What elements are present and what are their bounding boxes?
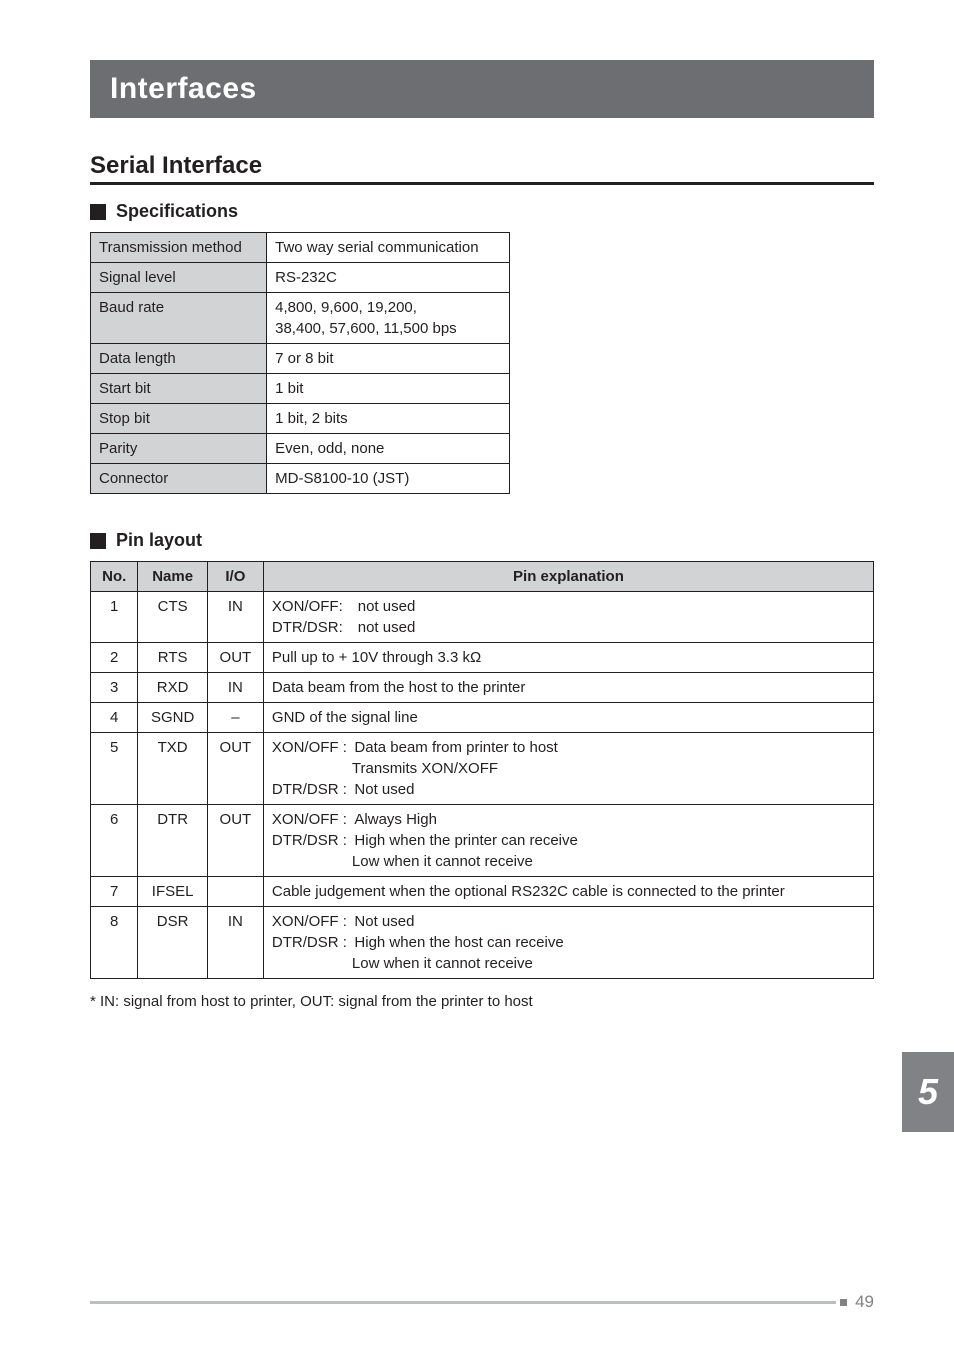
pin-explanation: Data beam from the host to the printer (263, 673, 873, 703)
table-row: ConnectorMD-S8100-10 (JST) (91, 464, 510, 494)
table-row: 6DTROUTXON/OFF : Always HighDTR/DSR : Hi… (91, 805, 874, 877)
spec-value: 7 or 8 bit (267, 344, 510, 374)
pin-explanation: GND of the signal line (263, 703, 873, 733)
spec-value: Even, odd, none (267, 434, 510, 464)
pin-no: 1 (91, 592, 138, 643)
page-number: 49 (855, 1292, 874, 1312)
pin-io (207, 877, 263, 907)
table-row: 8DSRINXON/OFF : Not usedDTR/DSR : High w… (91, 907, 874, 979)
spec-value: Two way serial communication (267, 233, 510, 263)
table-row: 4SGND–GND of the signal line (91, 703, 874, 733)
table-row: Transmission methodTwo way serial commun… (91, 233, 510, 263)
table-row: 1CTSINXON/OFF: not usedDTR/DSR: not used (91, 592, 874, 643)
pin-io: IN (207, 673, 263, 703)
square-bullet-icon (90, 204, 106, 220)
pin-io: OUT (207, 643, 263, 673)
spec-label: Baud rate (91, 293, 267, 344)
pin-name: IFSEL (138, 877, 207, 907)
spec-label: Signal level (91, 263, 267, 293)
spec-label: Transmission method (91, 233, 267, 263)
pin-subheading-text: Pin layout (116, 530, 202, 551)
pin-no: 8 (91, 907, 138, 979)
spec-label: Start bit (91, 374, 267, 404)
pin-no: 2 (91, 643, 138, 673)
pin-io: OUT (207, 733, 263, 805)
pin-name: DTR (138, 805, 207, 877)
pin-io: IN (207, 907, 263, 979)
pin-name: SGND (138, 703, 207, 733)
table-row: Stop bit1 bit, 2 bits (91, 404, 510, 434)
page-footer: 49 (90, 1292, 874, 1312)
spec-label: Parity (91, 434, 267, 464)
pin-explanation: XON/OFF : Always HighDTR/DSR : High when… (263, 805, 873, 877)
table-row: ParityEven, odd, none (91, 434, 510, 464)
spec-value: MD-S8100-10 (JST) (267, 464, 510, 494)
pin-header: No. (91, 562, 138, 592)
pin-io: – (207, 703, 263, 733)
pin-no: 3 (91, 673, 138, 703)
footer-bar (90, 1301, 836, 1304)
pin-name: CTS (138, 592, 207, 643)
pin-header: Name (138, 562, 207, 592)
table-row: 2RTSOUTPull up to + 10V through 3.3 kΩ (91, 643, 874, 673)
spec-subheading: Specifications (90, 201, 874, 222)
pin-explanation: Pull up to + 10V through 3.3 kΩ (263, 643, 873, 673)
table-row: Baud rate4,800, 9,600, 19,200,38,400, 57… (91, 293, 510, 344)
pin-no: 7 (91, 877, 138, 907)
spec-value: 1 bit, 2 bits (267, 404, 510, 434)
pin-name: RXD (138, 673, 207, 703)
table-row: Data length7 or 8 bit (91, 344, 510, 374)
pin-name: DSR (138, 907, 207, 979)
pin-header: I/O (207, 562, 263, 592)
pin-layout-table: No.NameI/OPin explanation 1CTSINXON/OFF:… (90, 561, 874, 979)
table-row: 5TXDOUTXON/OFF : Data beam from printer … (91, 733, 874, 805)
footer-dot-icon (840, 1299, 847, 1306)
page-title-bar: Interfaces (90, 60, 874, 118)
spec-label: Data length (91, 344, 267, 374)
pin-name: TXD (138, 733, 207, 805)
pin-header: Pin explanation (263, 562, 873, 592)
pin-explanation: Cable judgement when the optional RS232C… (263, 877, 873, 907)
spec-label: Connector (91, 464, 267, 494)
spec-value: 4,800, 9,600, 19,200,38,400, 57,600, 11,… (267, 293, 510, 344)
table-row: Signal levelRS-232C (91, 263, 510, 293)
pin-explanation: XON/OFF: not usedDTR/DSR: not used (263, 592, 873, 643)
pin-no: 4 (91, 703, 138, 733)
pin-io: OUT (207, 805, 263, 877)
pin-io: IN (207, 592, 263, 643)
pin-explanation: XON/OFF : Data beam from printer to host… (263, 733, 873, 805)
table-row: Start bit1 bit (91, 374, 510, 404)
square-bullet-icon (90, 533, 106, 549)
spec-value: RS-232C (267, 263, 510, 293)
table-row: 3RXDINData beam from the host to the pri… (91, 673, 874, 703)
chapter-side-tab: 5 (902, 1052, 954, 1132)
pin-no: 6 (91, 805, 138, 877)
table-row: 7IFSEL Cable judgement when the optional … (91, 877, 874, 907)
spec-subheading-text: Specifications (116, 201, 238, 222)
chapter-number: 5 (918, 1071, 938, 1113)
pin-explanation: XON/OFF : Not usedDTR/DSR : High when th… (263, 907, 873, 979)
pin-name: RTS (138, 643, 207, 673)
page-title: Interfaces (110, 72, 257, 105)
section-heading: Serial Interface (90, 152, 874, 185)
footnote: * IN: signal from host to printer, OUT: … (90, 993, 874, 1010)
spec-value: 1 bit (267, 374, 510, 404)
specifications-table: Transmission methodTwo way serial commun… (90, 232, 510, 494)
pin-no: 5 (91, 733, 138, 805)
spec-label: Stop bit (91, 404, 267, 434)
pin-subheading: Pin layout (90, 530, 874, 551)
